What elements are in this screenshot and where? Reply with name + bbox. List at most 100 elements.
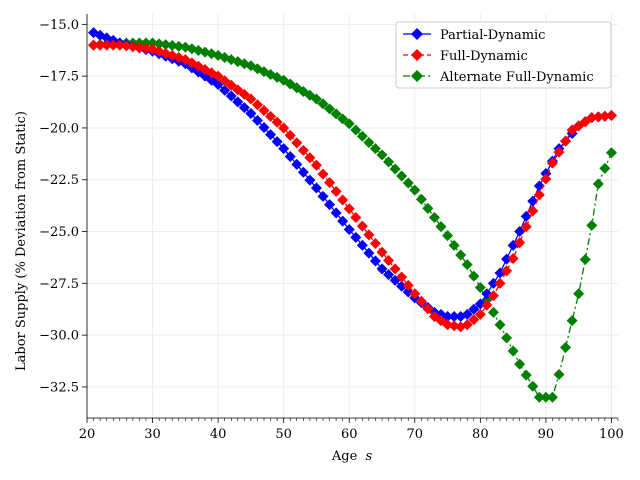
data-point [527,205,539,217]
legend-frame [395,21,612,89]
data-point [501,265,513,277]
data-point [258,122,270,134]
data-point [396,170,408,182]
data-point [442,319,454,331]
data-point [219,84,231,96]
y-tick-label: −25.0 [39,225,79,240]
data-point [514,226,526,238]
data-point [330,185,342,197]
data-point [317,98,329,110]
data-point [245,93,257,105]
data-point [455,249,467,261]
data-point [560,342,572,354]
data-point [297,166,309,178]
data-point [402,279,414,291]
data-point [376,246,388,258]
x-tick-label: 100 [599,427,624,442]
data-point [540,391,552,403]
data-point [415,295,427,307]
x-tick-label: 30 [144,427,161,442]
x-tick-label: 20 [79,427,96,442]
data-point [114,39,126,51]
data-point [383,255,395,267]
data-point [225,90,237,102]
data-point [297,144,309,156]
x-tick-label: 80 [472,427,489,442]
data-point [337,113,349,125]
data-point [599,110,611,122]
data-point [147,37,159,49]
data-point [415,193,427,205]
data-point [389,163,401,175]
data-point [238,88,250,100]
data-point [605,147,617,159]
data-point [520,210,532,222]
data-point [356,220,368,232]
data-point [363,229,375,241]
data-point [173,40,185,52]
data-point [337,215,349,227]
data-point [527,195,539,207]
data-point [487,290,499,302]
data-point [88,39,100,51]
data-point [369,255,381,267]
data-point [560,135,572,147]
data-point [468,314,480,326]
legend-entry-partial: Partial-Dynamic [403,28,545,43]
data-point [527,380,539,392]
data-point [474,298,486,310]
data-point [271,116,283,128]
data-point [238,102,250,114]
data-point [553,368,565,380]
data-point [304,174,316,186]
legend-label-full: Full-Dynamic [440,49,528,64]
data-point [212,70,224,82]
data-point [461,319,473,331]
data-point [448,310,460,322]
data-point [310,93,322,105]
data-point [507,252,519,264]
data-point [533,189,545,201]
data-point [251,99,263,111]
data-point [422,303,434,315]
data-point [225,54,237,66]
data-point [442,230,454,242]
data-point [553,146,565,158]
data-point [376,263,388,275]
data-point [219,75,231,87]
data-point [573,288,585,300]
data-point [435,221,447,233]
data-point [487,277,499,289]
data-point [324,103,336,115]
data-point [474,308,486,320]
legend-entry-full: Full-Dynamic [403,49,528,64]
y-tick-label: −20.0 [39,121,79,136]
tick-labels: 20 30 40 50 60 70 80 90 100 −15.0 −17.5 −20.0 −22.5 −… [39,18,624,442]
data-point [166,39,178,51]
data-point [422,202,434,214]
data-point [514,358,526,370]
data-point [605,110,617,122]
data-point [310,182,322,194]
data-point [232,84,244,96]
data-point [494,277,506,289]
data-point [481,299,493,311]
data-point [448,320,460,332]
legend-label-partial: Partial-Dynamic [440,28,545,43]
data-point [409,288,421,300]
data-point [284,151,296,163]
data-point [225,79,237,91]
data-point [160,39,172,51]
data-point [245,107,257,119]
data-point [461,308,473,320]
data-point [330,207,342,219]
data-point [409,184,421,196]
data-point [448,239,460,251]
data-point [383,156,395,168]
y-tick-label: −22.5 [39,173,79,188]
data-point [468,270,480,282]
data-point [383,269,395,281]
data-point [356,130,368,142]
x-axis-label-variable: s [365,449,372,464]
axes [82,14,619,423]
